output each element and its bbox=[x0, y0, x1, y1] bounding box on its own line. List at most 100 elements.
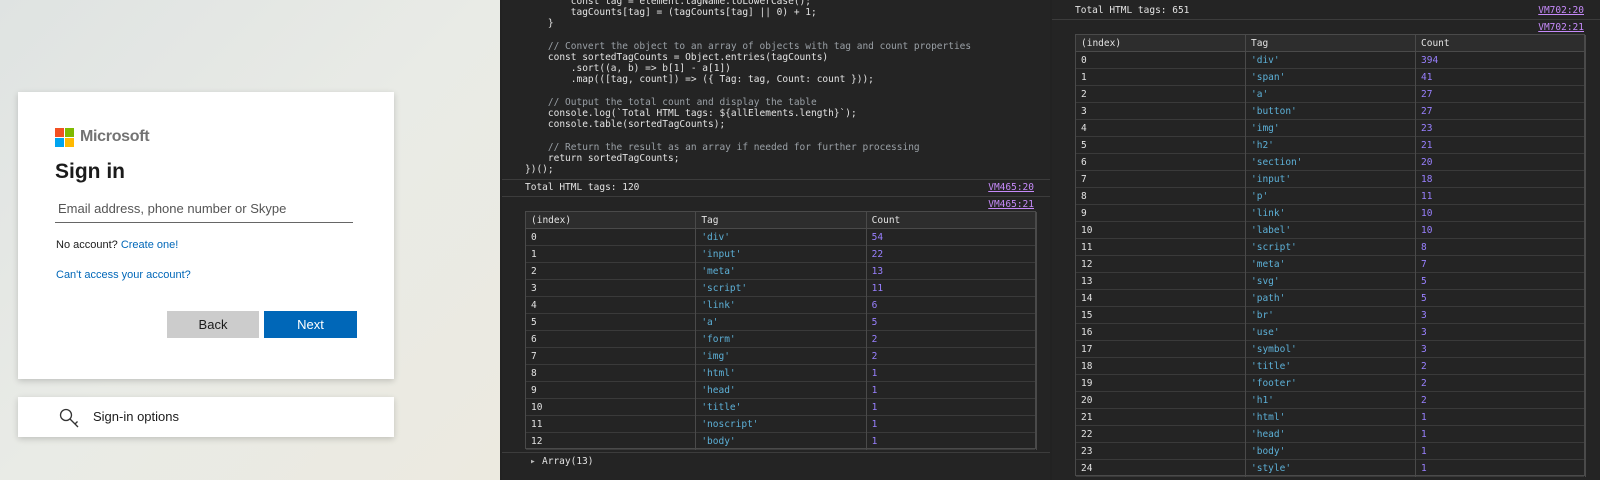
code-line: .sort((a, b) => b[1] - a[1]) bbox=[525, 63, 731, 75]
index-cell: 1 bbox=[1076, 69, 1246, 86]
count-cell: 1 bbox=[1416, 409, 1586, 426]
source-link[interactable]: VM702:21 bbox=[1538, 22, 1584, 33]
table-row: 0'div' 394 bbox=[1076, 52, 1586, 69]
placeholder: Email address, phone number or Skype bbox=[58, 201, 287, 216]
table-row: 12'meta' 7 bbox=[1076, 256, 1586, 273]
tag-cell: 'path' bbox=[1246, 290, 1416, 307]
tag-cell: 'form' bbox=[696, 331, 867, 348]
console-right: Total HTML tags: 651 VM702:20 VM702:21 (ind… bbox=[1052, 0, 1600, 480]
index-cell: 2 bbox=[1076, 86, 1246, 103]
microsoft-logo bbox=[55, 128, 75, 148]
count-cell: 11 bbox=[867, 280, 1037, 297]
tag-cell: 'div' bbox=[1246, 52, 1416, 69]
code-line: .map(([tag, count]) => ({ Tag: tag, Coun… bbox=[525, 74, 874, 86]
count-cell: 1 bbox=[1416, 443, 1586, 460]
tag-cell: 'title' bbox=[696, 399, 867, 416]
table-row: 7'input' 18 bbox=[1076, 171, 1586, 188]
brand: Microsoft bbox=[80, 128, 150, 145]
tag-cell: 'meta' bbox=[1246, 256, 1416, 273]
create-link[interactable]: Create one! bbox=[120, 239, 179, 251]
count-cell: 3 bbox=[1416, 341, 1586, 358]
array-label[interactable]: Array(13) bbox=[542, 456, 594, 467]
code-line: })(); bbox=[525, 164, 554, 175]
table-row: 9'head' 1 bbox=[526, 382, 1037, 399]
count-cell: 13 bbox=[867, 263, 1037, 280]
log-total: Total HTML tags: 651 bbox=[1075, 5, 1190, 16]
log-total: Total HTML tags: 120 bbox=[525, 182, 640, 193]
cant-access-link[interactable]: Can't access your account? bbox=[56, 269, 191, 281]
index-cell: 5 bbox=[1076, 137, 1246, 154]
count-cell: 7 bbox=[1416, 256, 1586, 273]
code-line: // Convert the object to an array of obj… bbox=[525, 40, 972, 52]
index-cell: 7 bbox=[526, 348, 697, 365]
tag-cell: 'h2' bbox=[1246, 137, 1416, 154]
signin-panel: Microsoft Sign in Email address, phone n… bbox=[0, 0, 500, 480]
signin-options[interactable]: Sign-in options bbox=[18, 397, 394, 437]
tag-cell: 'style' bbox=[1246, 460, 1416, 477]
count-cell: 394 bbox=[1416, 52, 1586, 69]
tag-cell: 'label' bbox=[1246, 222, 1416, 239]
index-cell: 6 bbox=[526, 331, 697, 348]
code-line: tagCounts[tag] = (tagCounts[tag] || 0) +… bbox=[525, 7, 817, 19]
tag-cell: 'a' bbox=[1246, 86, 1416, 103]
table-row: 6'form' 2 bbox=[526, 331, 1037, 348]
no-account-text: No account? bbox=[56, 239, 118, 251]
signin-card: Microsoft Sign in Email address, phone n… bbox=[18, 92, 394, 379]
table-row: 3'script' 11 bbox=[526, 280, 1037, 297]
count-cell: 18 bbox=[1416, 171, 1586, 188]
table-row: 7'img' 2 bbox=[526, 348, 1037, 365]
tag-cell: 'h1' bbox=[1246, 392, 1416, 409]
tag-cell: 'img' bbox=[1246, 120, 1416, 137]
table-row: 5'a' 5 bbox=[526, 314, 1037, 331]
code-line: // Output the total count and display th… bbox=[525, 96, 817, 108]
table-row: 3'button' 27 bbox=[1076, 103, 1586, 120]
count-cell: 2 bbox=[1416, 358, 1586, 375]
console-left: const tag = element.tagName.toLowerCase(… bbox=[502, 0, 1050, 480]
tag-cell: 'span' bbox=[1246, 69, 1416, 86]
array-toggle[interactable]: ▸ bbox=[530, 456, 536, 467]
tag-cell: 'button' bbox=[1246, 103, 1416, 120]
index-cell: 2 bbox=[526, 263, 697, 280]
table-row: 14'path' 5 bbox=[1076, 290, 1586, 307]
tag-cell: 'script' bbox=[1246, 239, 1416, 256]
source-link[interactable]: VM702:20 bbox=[1538, 5, 1584, 16]
back-button[interactable]: Back bbox=[167, 311, 259, 338]
index-cell: 9 bbox=[526, 382, 697, 399]
count-cell: 22 bbox=[867, 246, 1037, 263]
source-link[interactable]: VM465:21 bbox=[988, 199, 1034, 210]
table-row: 12'body' 1 bbox=[526, 433, 1037, 450]
count-cell: 1 bbox=[1416, 426, 1586, 443]
table-row: 6'section' 20 bbox=[1076, 154, 1586, 171]
code-line: } bbox=[525, 18, 554, 30]
table-row: 8'html' 1 bbox=[526, 365, 1037, 382]
count-cell: 21 bbox=[1416, 137, 1586, 154]
tag-cell: 'html' bbox=[1246, 409, 1416, 426]
tag-cell: 'img' bbox=[696, 348, 867, 365]
table-row: 2'a' 27 bbox=[1076, 86, 1586, 103]
table-row: 2'meta' 13 bbox=[526, 263, 1037, 280]
next-button[interactable]: Next bbox=[264, 311, 357, 338]
index-cell: 4 bbox=[1076, 120, 1246, 137]
code-line: // Return the result as an array if need… bbox=[525, 141, 920, 153]
count-cell: 3 bbox=[1416, 324, 1586, 341]
header-cell: Count bbox=[867, 212, 1037, 229]
table-row: 13'svg' 5 bbox=[1076, 273, 1586, 290]
key-icon bbox=[59, 408, 79, 428]
table-row: 21'html' 1 bbox=[1076, 409, 1586, 426]
source-link[interactable]: VM465:20 bbox=[988, 182, 1034, 193]
console-table: (index) Tag Count 0'div' 54 1'input' 22 2'meta'… bbox=[525, 211, 1037, 450]
table-row: 8'p' 11 bbox=[1076, 188, 1586, 205]
table-header: (index) Tag Count bbox=[526, 212, 1037, 229]
table-row: 10'title' 1 bbox=[526, 399, 1037, 416]
tag-cell: 'p' bbox=[1246, 188, 1416, 205]
options-text: Sign-in options bbox=[93, 409, 179, 424]
table-row: 9'link' 10 bbox=[1076, 205, 1586, 222]
count-cell: 2 bbox=[1416, 375, 1586, 392]
code-line: return sortedTagCounts; bbox=[525, 152, 680, 164]
code-line: console.log(`Total HTML tags: ${allEleme… bbox=[525, 108, 857, 119]
email-input[interactable]: Email address, phone number or Skype bbox=[55, 196, 353, 223]
tag-cell: 'script' bbox=[696, 280, 867, 297]
count-cell: 27 bbox=[1416, 86, 1586, 103]
header-cell: (index) bbox=[526, 212, 697, 229]
